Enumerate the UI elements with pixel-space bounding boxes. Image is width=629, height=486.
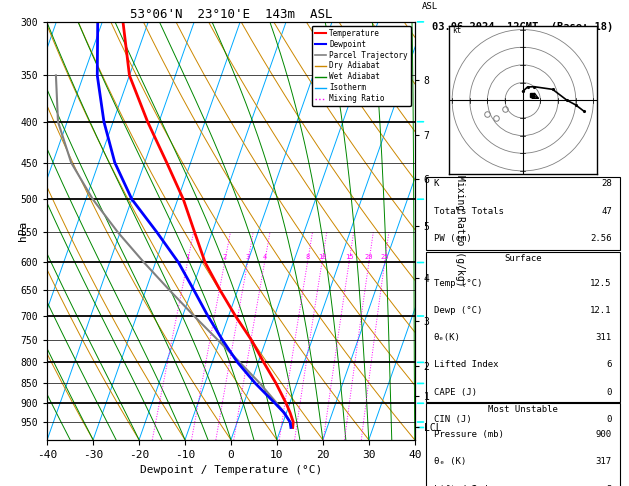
Text: 3: 3 bbox=[245, 254, 250, 260]
Text: 20: 20 bbox=[365, 254, 373, 260]
Text: 0: 0 bbox=[606, 415, 612, 424]
Text: Lifted Index: Lifted Index bbox=[434, 361, 498, 369]
Text: hPa: hPa bbox=[18, 221, 28, 241]
Legend: Temperature, Dewpoint, Parcel Trajectory, Dry Adiabat, Wet Adiabat, Isotherm, Mi: Temperature, Dewpoint, Parcel Trajectory… bbox=[312, 26, 411, 106]
Text: CAPE (J): CAPE (J) bbox=[434, 388, 477, 397]
Text: 900: 900 bbox=[596, 430, 612, 439]
Text: 03.06.2024  12GMT  (Base: 18): 03.06.2024 12GMT (Base: 18) bbox=[432, 22, 613, 32]
Text: Temp (°C): Temp (°C) bbox=[434, 279, 482, 288]
Text: Totals Totals: Totals Totals bbox=[434, 207, 504, 216]
Y-axis label: Mixing Ratio (g/kg): Mixing Ratio (g/kg) bbox=[455, 175, 465, 287]
Text: K: K bbox=[434, 179, 439, 189]
Text: 12.5: 12.5 bbox=[591, 279, 612, 288]
Bar bbox=[426, 252, 620, 402]
Text: 4: 4 bbox=[262, 254, 267, 260]
Bar bbox=[426, 177, 620, 250]
Text: 12.1: 12.1 bbox=[591, 306, 612, 315]
Text: θₑ (K): θₑ (K) bbox=[434, 457, 466, 467]
Text: 47: 47 bbox=[601, 207, 612, 216]
Text: Most Unstable: Most Unstable bbox=[488, 405, 558, 414]
Text: 6: 6 bbox=[606, 361, 612, 369]
Text: km
ASL: km ASL bbox=[421, 0, 438, 12]
Text: 3: 3 bbox=[606, 485, 612, 486]
Title: 53°06'N  23°10'E  143m  ASL: 53°06'N 23°10'E 143m ASL bbox=[130, 8, 332, 21]
Text: Lifted Index: Lifted Index bbox=[434, 485, 498, 486]
Text: 317: 317 bbox=[596, 457, 612, 467]
Text: 10: 10 bbox=[318, 254, 326, 260]
Text: 28: 28 bbox=[601, 179, 612, 189]
Text: 0: 0 bbox=[606, 388, 612, 397]
Text: Surface: Surface bbox=[504, 254, 542, 263]
Text: 15: 15 bbox=[345, 254, 353, 260]
Text: 8: 8 bbox=[305, 254, 309, 260]
Text: Pressure (mb): Pressure (mb) bbox=[434, 430, 504, 439]
Text: CIN (J): CIN (J) bbox=[434, 415, 471, 424]
Text: 2: 2 bbox=[223, 254, 226, 260]
Bar bbox=[426, 403, 620, 486]
Text: 25: 25 bbox=[381, 254, 389, 260]
Text: 1: 1 bbox=[186, 254, 189, 260]
X-axis label: Dewpoint / Temperature (°C): Dewpoint / Temperature (°C) bbox=[140, 465, 322, 475]
Text: Dewp (°C): Dewp (°C) bbox=[434, 306, 482, 315]
Text: θₑ(K): θₑ(K) bbox=[434, 333, 460, 342]
Text: 311: 311 bbox=[596, 333, 612, 342]
Text: 2.56: 2.56 bbox=[591, 234, 612, 243]
Text: PW (cm): PW (cm) bbox=[434, 234, 471, 243]
